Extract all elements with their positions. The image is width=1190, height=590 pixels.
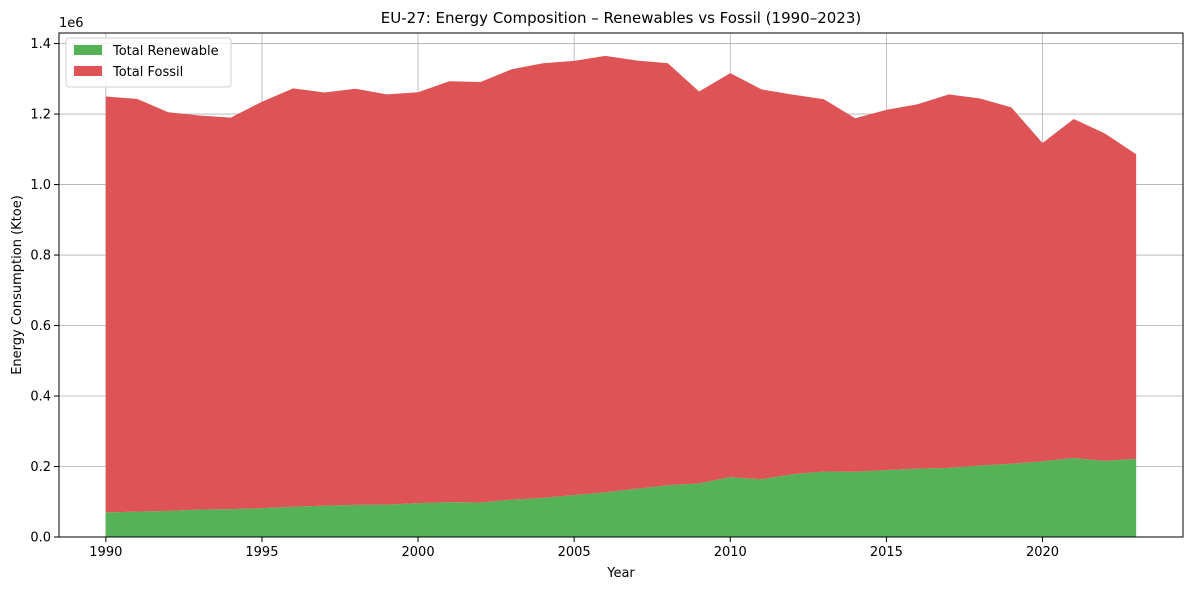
x-tick-label-2005: 2005 [558, 545, 591, 560]
legend-label-fossil: Total Fossil [112, 65, 183, 80]
x-tick-label-2000: 2000 [402, 545, 435, 560]
x-tick-label-1990: 1990 [89, 545, 122, 560]
stacked-areas [105, 55, 1137, 537]
y-offset-label: 1e6 [59, 16, 84, 31]
y-tick-label-2: 0.4 [30, 390, 51, 405]
x-axis: 1990 1995 2000 2005 2010 2015 2020 [89, 537, 1059, 560]
y-tick-label-5: 1.0 [30, 178, 51, 193]
x-tick-label-1995: 1995 [245, 545, 278, 560]
y-tick-label-3: 0.6 [30, 319, 51, 334]
chart-title: EU-27: Energy Composition – Renewables v… [381, 9, 861, 27]
plot-frame [58, 32, 1184, 538]
x-tick-label-2020: 2020 [1026, 545, 1059, 560]
area-total-fossil [105, 55, 1137, 513]
x-tick-label-2010: 2010 [714, 545, 747, 560]
y-tick-label-6: 1.2 [30, 108, 51, 123]
legend: Total Renewable Total Fossil [65, 37, 232, 88]
legend-box [65, 37, 232, 88]
x-tick-label-2015: 2015 [870, 545, 903, 560]
legend-label-renewable: Total Renewable [112, 44, 219, 59]
y-tick-label-7: 1.4 [30, 37, 51, 52]
legend-swatch-fossil [74, 66, 102, 76]
y-tick-label-4: 0.8 [30, 249, 51, 264]
y-tick-label-1: 0.2 [30, 460, 51, 475]
legend-swatch-renewable [74, 45, 102, 55]
area-total-renewable [105, 458, 1137, 537]
y-axis: 0.0 0.2 0.4 0.6 0.8 1.0 1.2 1.4 [30, 37, 59, 546]
x-axis-label: Year [606, 566, 635, 581]
y-tick-label-0: 0.0 [30, 531, 51, 546]
y-axis-label: Energy Consumption (Ktoe) [10, 195, 25, 375]
